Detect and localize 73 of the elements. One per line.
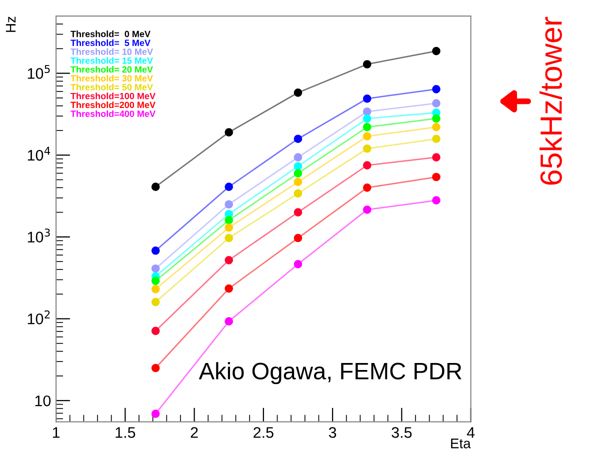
point — [294, 178, 302, 186]
y-tick-label: 10$^{4}$ — [28, 146, 50, 161]
point — [151, 246, 160, 255]
x-tick-label: 2.5 — [254, 427, 274, 438]
point — [294, 169, 302, 178]
point — [224, 223, 234, 232]
point — [224, 200, 234, 209]
point — [362, 206, 372, 214]
point — [151, 410, 160, 418]
x-tick-label: 2 — [190, 427, 198, 438]
text: Threshold= 15 MeV — [70, 57, 153, 64]
point — [294, 189, 302, 198]
y-tick-label: 10$^{2}$ — [28, 310, 50, 324]
point — [224, 234, 234, 242]
point — [294, 208, 302, 216]
x-tick-label: 1 — [52, 427, 60, 438]
point — [362, 60, 372, 68]
text: Threshold= 5 MeV — [70, 39, 150, 46]
point — [224, 284, 234, 293]
point — [224, 128, 234, 136]
point — [224, 182, 234, 191]
point — [432, 99, 440, 108]
point — [432, 196, 440, 205]
point — [294, 162, 302, 170]
point — [294, 88, 302, 97]
text: Threshold= 0 MeV — [70, 30, 150, 38]
y-axis-title: Hz — [6, 16, 16, 32]
text: Threshold= 30 MeV — [70, 74, 153, 82]
point — [151, 364, 160, 372]
point — [432, 122, 440, 132]
point — [151, 276, 160, 286]
point — [151, 298, 160, 306]
text: Threshold= 20 MeV — [70, 66, 153, 73]
text: Threshold=400 MeV — [70, 110, 156, 117]
point — [362, 161, 372, 170]
point — [362, 94, 372, 103]
y-tick-label: 10$^{5}$ — [28, 65, 50, 79]
point — [362, 114, 372, 123]
point — [362, 122, 372, 132]
y-tick-label: 10 — [35, 395, 51, 406]
point — [362, 132, 372, 140]
point — [362, 144, 372, 153]
point — [362, 184, 372, 192]
point — [432, 172, 440, 182]
text: 65kHz/tower — [540, 16, 562, 185]
text: Threshold= 50 MeV — [70, 84, 153, 90]
x-tick-label: 3 — [328, 427, 336, 438]
text: Threshold=100 MeV — [70, 92, 156, 100]
x-tick-label: 1.5 — [116, 427, 136, 438]
y-tick-label: 10$^{3}$ — [28, 228, 50, 243]
x-tick-label: 3.5 — [392, 427, 412, 438]
point — [294, 234, 302, 242]
point — [432, 153, 440, 162]
point — [224, 256, 234, 264]
point — [294, 153, 302, 162]
annotation: Akio Ogawa, FEMC PDR — [198, 362, 462, 384]
point — [294, 260, 302, 268]
point — [362, 107, 372, 116]
point — [432, 84, 440, 94]
point — [224, 317, 234, 326]
text: Threshold=200 MeV — [70, 101, 156, 108]
point — [151, 264, 160, 273]
x-tick-label: 4 — [466, 427, 475, 438]
point — [294, 134, 302, 144]
point — [432, 46, 440, 56]
text: Threshold= 10 MeV — [70, 48, 153, 55]
point — [151, 326, 160, 336]
x-axis-title: Eta — [451, 438, 471, 448]
point — [151, 182, 160, 191]
point — [432, 134, 440, 144]
point — [432, 114, 440, 123]
point — [224, 216, 234, 224]
point — [151, 284, 160, 294]
